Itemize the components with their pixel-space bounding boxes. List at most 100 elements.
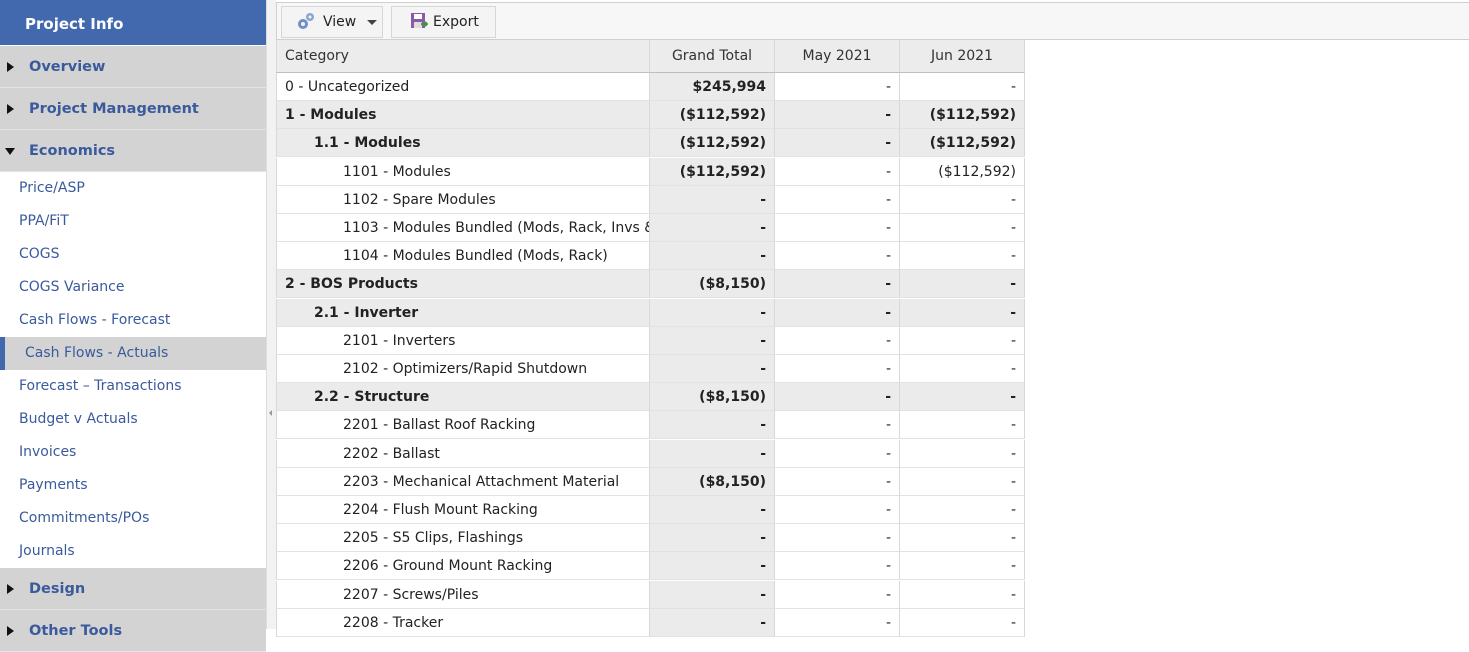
- section-header[interactable]: Economics: [0, 130, 266, 172]
- category-cell: 2206 - Ground Mount Racking: [276, 552, 650, 581]
- export-button[interactable]: Export: [391, 6, 496, 38]
- value-cell: -: [900, 496, 1025, 524]
- section-label: Project Management: [29, 101, 199, 117]
- nav-item[interactable]: Price/ASP: [19, 180, 85, 196]
- section-header[interactable]: Other Tools: [0, 610, 266, 652]
- category-cell: 2101 - Inverters: [276, 326, 650, 355]
- section-header[interactable]: Design: [0, 568, 266, 610]
- sidebar-sections: Overview Project Management Economics Price…: [0, 46, 266, 652]
- value-cell: ($112,592): [650, 129, 775, 158]
- category-cell: 1.1 - Modules: [276, 129, 650, 158]
- value-cell: -: [900, 383, 1025, 412]
- value-cell: -: [775, 73, 900, 101]
- value-cell: ($8,150): [650, 270, 775, 299]
- nav-item[interactable]: Budget v Actuals: [19, 411, 138, 427]
- value-cell: -: [650, 185, 775, 214]
- value-cell: -: [650, 608, 775, 637]
- export-label: Export: [433, 14, 479, 30]
- nav-item[interactable]: Commitments/POs: [19, 510, 150, 526]
- value-cell: -: [775, 580, 900, 609]
- category-cell: 2201 - Ballast Roof Racking: [276, 411, 650, 440]
- value-cell: -: [650, 298, 775, 327]
- category-cell: 2 - BOS Products: [276, 270, 650, 299]
- value-cell: ($8,150): [650, 467, 775, 496]
- category-cell: 2102 - Optimizers/Rapid Shutdown: [276, 355, 650, 383]
- expand-icon: [7, 626, 14, 636]
- value-cell: -: [900, 355, 1025, 383]
- value-cell: -: [775, 467, 900, 496]
- value-cell: -: [775, 383, 900, 412]
- value-cell: -: [650, 214, 775, 242]
- nav-item[interactable]: COGS Variance: [19, 279, 125, 295]
- value-cell: -: [775, 355, 900, 383]
- sidebar-header: Project Info: [0, 0, 266, 46]
- toolbar: View Export: [276, 2, 1469, 40]
- category-cell: 2204 - Flush Mount Racking: [276, 496, 650, 524]
- nav-item[interactable]: Cash Flows - Forecast: [19, 312, 171, 328]
- value-cell: -: [775, 552, 900, 581]
- column-header[interactable]: May 2021: [775, 40, 900, 73]
- section-label: Other Tools: [29, 623, 123, 639]
- nav-item[interactable]: Journals: [19, 543, 75, 559]
- nav-item[interactable]: Payments: [19, 477, 88, 493]
- value-cell: -: [900, 524, 1025, 553]
- dropdown-icon: [367, 20, 377, 25]
- value-cell: -: [900, 298, 1025, 327]
- value-cell: ($112,592): [900, 157, 1025, 186]
- collapse-arrow[interactable]: [269, 410, 272, 416]
- category-cell: 1 - Modules: [276, 101, 650, 130]
- value-cell: -: [900, 326, 1025, 355]
- value-cell: -: [775, 439, 900, 468]
- value-cell: -: [900, 467, 1025, 496]
- splitter[interactable]: [266, 0, 276, 629]
- value-cell: -: [900, 185, 1025, 214]
- nav-item[interactable]: COGS: [19, 246, 60, 262]
- category-cell: 1104 - Modules Bundled (Mods, Rack): [276, 242, 650, 271]
- nav-item[interactable]: Forecast – Transactions: [19, 378, 182, 394]
- value-cell: -: [775, 496, 900, 524]
- category-cell: 2207 - Screws/Piles: [276, 580, 650, 609]
- value-cell: -: [775, 524, 900, 553]
- value-cell: ($112,592): [650, 157, 775, 186]
- category-cell: 2203 - Mechanical Attachment Material: [276, 467, 650, 496]
- view-button[interactable]: View: [281, 6, 383, 38]
- expand-icon: [7, 62, 14, 72]
- category-cell: 2.2 - Structure: [276, 383, 650, 412]
- expand-icon: [7, 584, 14, 594]
- value-cell: -: [650, 439, 775, 468]
- category-cell: 2208 - Tracker: [276, 608, 650, 637]
- category-cell: 2202 - Ballast: [276, 439, 650, 468]
- value-cell: $245,994: [650, 73, 775, 101]
- value-cell: -: [650, 355, 775, 383]
- category-cell: 1101 - Modules: [276, 157, 650, 186]
- section-header[interactable]: Overview: [0, 46, 266, 88]
- value-cell: -: [775, 608, 900, 637]
- nav-item[interactable]: Invoices: [19, 444, 77, 460]
- value-cell: -: [775, 129, 900, 158]
- nav-item[interactable]: PPA/FiT: [19, 213, 69, 229]
- value-cell: ($112,592): [900, 129, 1025, 158]
- value-cell: -: [900, 580, 1025, 609]
- value-cell: -: [775, 214, 900, 242]
- section-header[interactable]: Project Management: [0, 88, 266, 130]
- value-cell: -: [650, 552, 775, 581]
- gear-icon: [298, 13, 314, 29]
- nav-item[interactable]: Cash Flows - Actuals: [0, 337, 266, 370]
- section-label: Design: [29, 581, 86, 597]
- value-cell: -: [650, 524, 775, 553]
- category-cell: 1102 - Spare Modules: [276, 185, 650, 214]
- value-cell: -: [775, 157, 900, 186]
- value-cell: -: [650, 326, 775, 355]
- column-header[interactable]: Grand Total: [650, 40, 775, 73]
- value-cell: -: [775, 242, 900, 271]
- expand-icon: [5, 148, 15, 155]
- value-cell: -: [775, 298, 900, 327]
- column-header[interactable]: Jun 2021: [900, 40, 1025, 73]
- export-icon: [411, 13, 428, 28]
- value-cell: ($112,592): [650, 101, 775, 130]
- column-header[interactable]: Category: [276, 40, 650, 73]
- value-cell: -: [900, 73, 1025, 101]
- value-cell: -: [900, 411, 1025, 440]
- category-cell: 0 - Uncategorized: [276, 73, 650, 101]
